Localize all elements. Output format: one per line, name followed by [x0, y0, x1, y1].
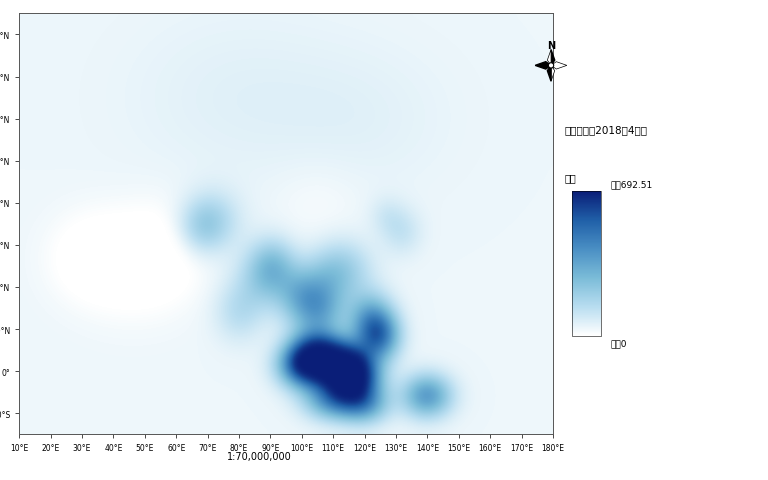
- Text: 高：692.51: 高：692.51: [610, 180, 652, 189]
- Text: 毫米: 毫米: [564, 173, 576, 183]
- Polygon shape: [551, 62, 567, 70]
- Text: N: N: [547, 41, 555, 51]
- Polygon shape: [548, 50, 551, 66]
- Text: 总降水量（2018年4月）: 总降水量（2018年4月）: [564, 125, 647, 135]
- Polygon shape: [551, 66, 554, 82]
- Polygon shape: [548, 66, 551, 82]
- Polygon shape: [551, 50, 554, 66]
- Polygon shape: [535, 62, 551, 70]
- Text: 1:70,000,000: 1:70,000,000: [227, 451, 292, 461]
- Text: 低：0: 低：0: [610, 339, 627, 348]
- Circle shape: [548, 63, 554, 69]
